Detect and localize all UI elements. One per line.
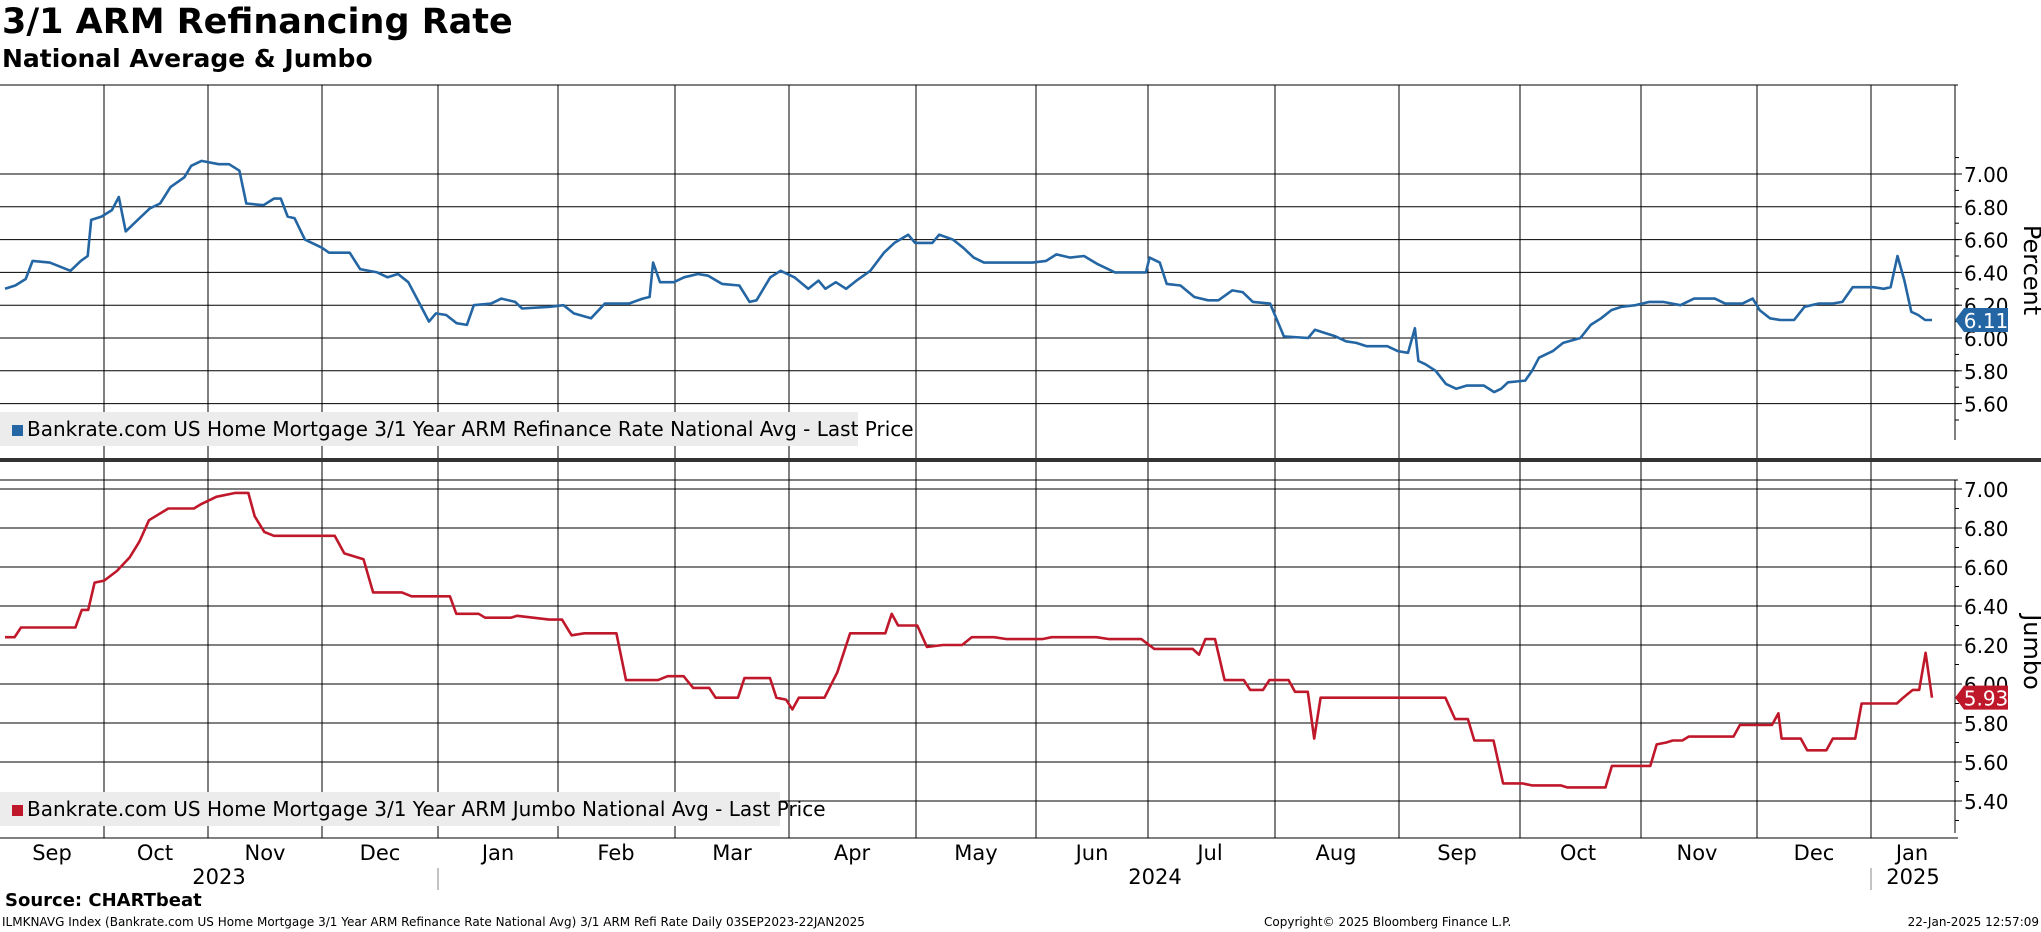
legend-box bbox=[0, 792, 780, 826]
x-tick-month: Apr bbox=[834, 841, 871, 865]
x-tick-month: Oct bbox=[137, 841, 173, 865]
source-note: Source: CHARTbeat bbox=[5, 890, 202, 911]
x-tick-year: 2024 bbox=[1128, 865, 1181, 889]
y-tick-label: 6.60 bbox=[1964, 556, 2009, 580]
y-tick-label: 5.60 bbox=[1964, 751, 2009, 775]
y-tick-label: 5.40 bbox=[1964, 790, 2009, 814]
x-tick-month: Jan bbox=[480, 841, 514, 865]
x-tick-month: Sep bbox=[32, 841, 72, 865]
last-value-label: 5.93 bbox=[1964, 687, 2009, 711]
index-info: ILMKNAVG Index (Bankrate.com US Home Mor… bbox=[2, 915, 865, 929]
series-line-jumbo bbox=[5, 491, 1934, 789]
x-tick-month: Dec bbox=[360, 841, 401, 865]
timestamp: 22-Jan-2025 12:57:09 bbox=[1907, 915, 2039, 929]
y-tick-label: 7.00 bbox=[1964, 478, 2009, 502]
chart-title: 3/1 ARM Refinancing Rate bbox=[2, 2, 513, 42]
x-tick-month: Dec bbox=[1794, 841, 1835, 865]
x-tick-month: May bbox=[954, 841, 997, 865]
chart-subtitle: National Average & Jumbo bbox=[2, 44, 373, 73]
y-tick-label: 6.40 bbox=[1964, 595, 2009, 619]
series-line-national bbox=[4, 159, 1932, 394]
last-value-label: 6.11 bbox=[1964, 309, 2009, 333]
y-tick-label: 7.00 bbox=[1964, 163, 2009, 187]
y-tick-label: 6.20 bbox=[1964, 634, 2009, 658]
y-tick-label: 5.60 bbox=[1964, 393, 2009, 417]
legend-swatch bbox=[12, 805, 23, 816]
y-tick-label: 5.80 bbox=[1964, 712, 2009, 736]
x-tick-month: Sep bbox=[1437, 841, 1477, 865]
x-tick-month: Feb bbox=[597, 841, 634, 865]
legend-swatch bbox=[12, 425, 23, 436]
y-tick-label: 6.80 bbox=[1964, 517, 2009, 541]
y-axis-title: Jumbo bbox=[2018, 612, 2041, 690]
y-axis-title: Percent bbox=[2018, 225, 2041, 315]
x-tick-month: Jul bbox=[1195, 841, 1222, 865]
y-tick-label: 6.60 bbox=[1964, 229, 2009, 253]
legend-label: Bankrate.com US Home Mortgage 3/1 Year A… bbox=[27, 797, 826, 821]
panel-separator bbox=[0, 458, 2041, 462]
x-tick-month: Nov bbox=[1677, 841, 1718, 865]
x-tick-year: 2023 bbox=[192, 865, 245, 889]
legend-box bbox=[0, 412, 858, 446]
x-tick-month: Jun bbox=[1074, 841, 1109, 865]
copyright-note: Copyright© 2025 Bloomberg Finance L.P. bbox=[1264, 915, 1512, 929]
y-tick-label: 6.40 bbox=[1964, 261, 2009, 285]
x-tick-month: Nov bbox=[245, 841, 286, 865]
x-tick-month: Jan bbox=[1894, 841, 1928, 865]
x-tick-month: Mar bbox=[712, 841, 752, 865]
last-value-badge bbox=[1955, 685, 2008, 710]
y-tick-label: 6.80 bbox=[1964, 196, 2009, 220]
x-tick-year: 2025 bbox=[1886, 865, 1939, 889]
y-tick-label: 5.80 bbox=[1964, 360, 2009, 384]
x-tick-month: Aug bbox=[1315, 841, 1356, 865]
x-tick-month: Oct bbox=[1560, 841, 1596, 865]
legend-label: Bankrate.com US Home Mortgage 3/1 Year A… bbox=[27, 417, 914, 441]
last-value-badge bbox=[1955, 307, 2008, 332]
